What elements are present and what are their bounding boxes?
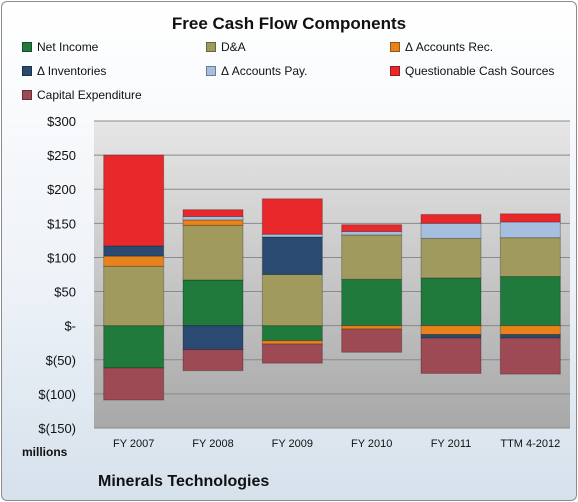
y-tick-label: $250 bbox=[47, 148, 76, 163]
legend-swatch bbox=[206, 66, 216, 76]
bar-segment bbox=[420, 222, 482, 239]
legend-item: Questionable Cash Sources bbox=[390, 64, 554, 78]
legend-swatch bbox=[206, 42, 216, 52]
legend-label: Capital Expenditure bbox=[37, 88, 142, 102]
bar-segment bbox=[341, 224, 403, 233]
bar-segment bbox=[499, 334, 561, 339]
bar-segment bbox=[420, 277, 482, 327]
plot-area bbox=[94, 121, 570, 428]
bar-segment bbox=[261, 198, 323, 235]
bar-segment bbox=[261, 274, 323, 327]
x-tick-label: TTM 4-2012 bbox=[500, 438, 560, 450]
legend-label: Questionable Cash Sources bbox=[405, 64, 555, 78]
bar-segment bbox=[420, 325, 482, 336]
bar-segment bbox=[182, 224, 244, 281]
x-tick-label: FY 2010 bbox=[351, 438, 392, 450]
legend-item: Δ Inventories bbox=[22, 64, 106, 78]
x-tick-label: FY 2008 bbox=[192, 438, 233, 450]
y-tick-label: $(150) bbox=[38, 421, 76, 436]
bar-segment bbox=[499, 237, 561, 278]
y-tick-label: $50 bbox=[54, 285, 76, 300]
bar-segment bbox=[420, 237, 482, 279]
legend-swatch bbox=[22, 90, 32, 100]
x-tick-label: FY 2011 bbox=[431, 438, 472, 450]
company-name: Minerals Technologies bbox=[98, 473, 270, 490]
bar-segment bbox=[499, 337, 561, 375]
bar-segment bbox=[182, 216, 244, 221]
bar-segment bbox=[341, 325, 403, 330]
bar-segment bbox=[341, 328, 403, 353]
legend-label: Δ Accounts Rec. bbox=[405, 40, 494, 54]
bar-segment bbox=[499, 325, 561, 336]
x-tick-label: FY 2009 bbox=[272, 438, 313, 450]
y-axis-units-label: millions bbox=[22, 445, 68, 459]
bar-segment bbox=[182, 349, 244, 372]
legend-swatch bbox=[22, 66, 32, 76]
legend-label: D&A bbox=[221, 40, 246, 54]
y-tick-label: $(50) bbox=[46, 353, 76, 368]
legend-item: Δ Accounts Rec. bbox=[390, 40, 493, 54]
bar-segment bbox=[103, 255, 165, 267]
legend-label: Δ Inventories bbox=[37, 64, 107, 78]
bar-segment bbox=[261, 325, 323, 342]
y-tick-label: $100 bbox=[47, 250, 76, 265]
y-tick-label: $- bbox=[64, 319, 76, 334]
bar-segment bbox=[261, 236, 323, 276]
bar-segment bbox=[103, 265, 165, 327]
bar-segment bbox=[103, 154, 165, 247]
bar-segment bbox=[261, 340, 323, 345]
legend-item: Net Income bbox=[22, 40, 98, 54]
legend-item: Δ Accounts Pay. bbox=[206, 64, 308, 78]
bar-segment bbox=[341, 278, 403, 327]
bar-segment bbox=[420, 334, 482, 339]
legend-label: Δ Accounts Pay. bbox=[221, 64, 308, 78]
y-tick-label: $200 bbox=[47, 182, 76, 197]
bar-segment bbox=[341, 231, 403, 236]
bar-segment bbox=[182, 219, 244, 226]
bar-segment bbox=[261, 343, 323, 364]
legend-swatch bbox=[22, 42, 32, 52]
bar-segment bbox=[182, 209, 244, 218]
bar-segment bbox=[182, 279, 244, 327]
legend-swatch bbox=[390, 42, 400, 52]
bar-segment bbox=[103, 367, 165, 401]
legend-item: D&A bbox=[206, 40, 246, 54]
chart-title: Free Cash Flow Components bbox=[171, 14, 407, 33]
y-tick-label: $(100) bbox=[38, 387, 76, 402]
y-tick-label: $300 bbox=[47, 114, 76, 129]
bar-segment bbox=[499, 213, 561, 223]
bar-segment bbox=[341, 234, 403, 280]
x-tick-label: FY 2007 bbox=[113, 438, 154, 450]
legend-label: Net Income bbox=[37, 40, 99, 54]
y-tick-label: $150 bbox=[47, 216, 76, 231]
bar-segment bbox=[499, 276, 561, 327]
bar-segment bbox=[420, 213, 482, 224]
bar-segment bbox=[103, 245, 165, 257]
bar-segment bbox=[499, 221, 561, 239]
bar-segment bbox=[182, 325, 244, 351]
bar-segment bbox=[420, 337, 482, 374]
legend-swatch bbox=[390, 66, 400, 76]
bar-segment bbox=[103, 325, 165, 369]
legend-item: Capital Expenditure bbox=[22, 88, 142, 102]
